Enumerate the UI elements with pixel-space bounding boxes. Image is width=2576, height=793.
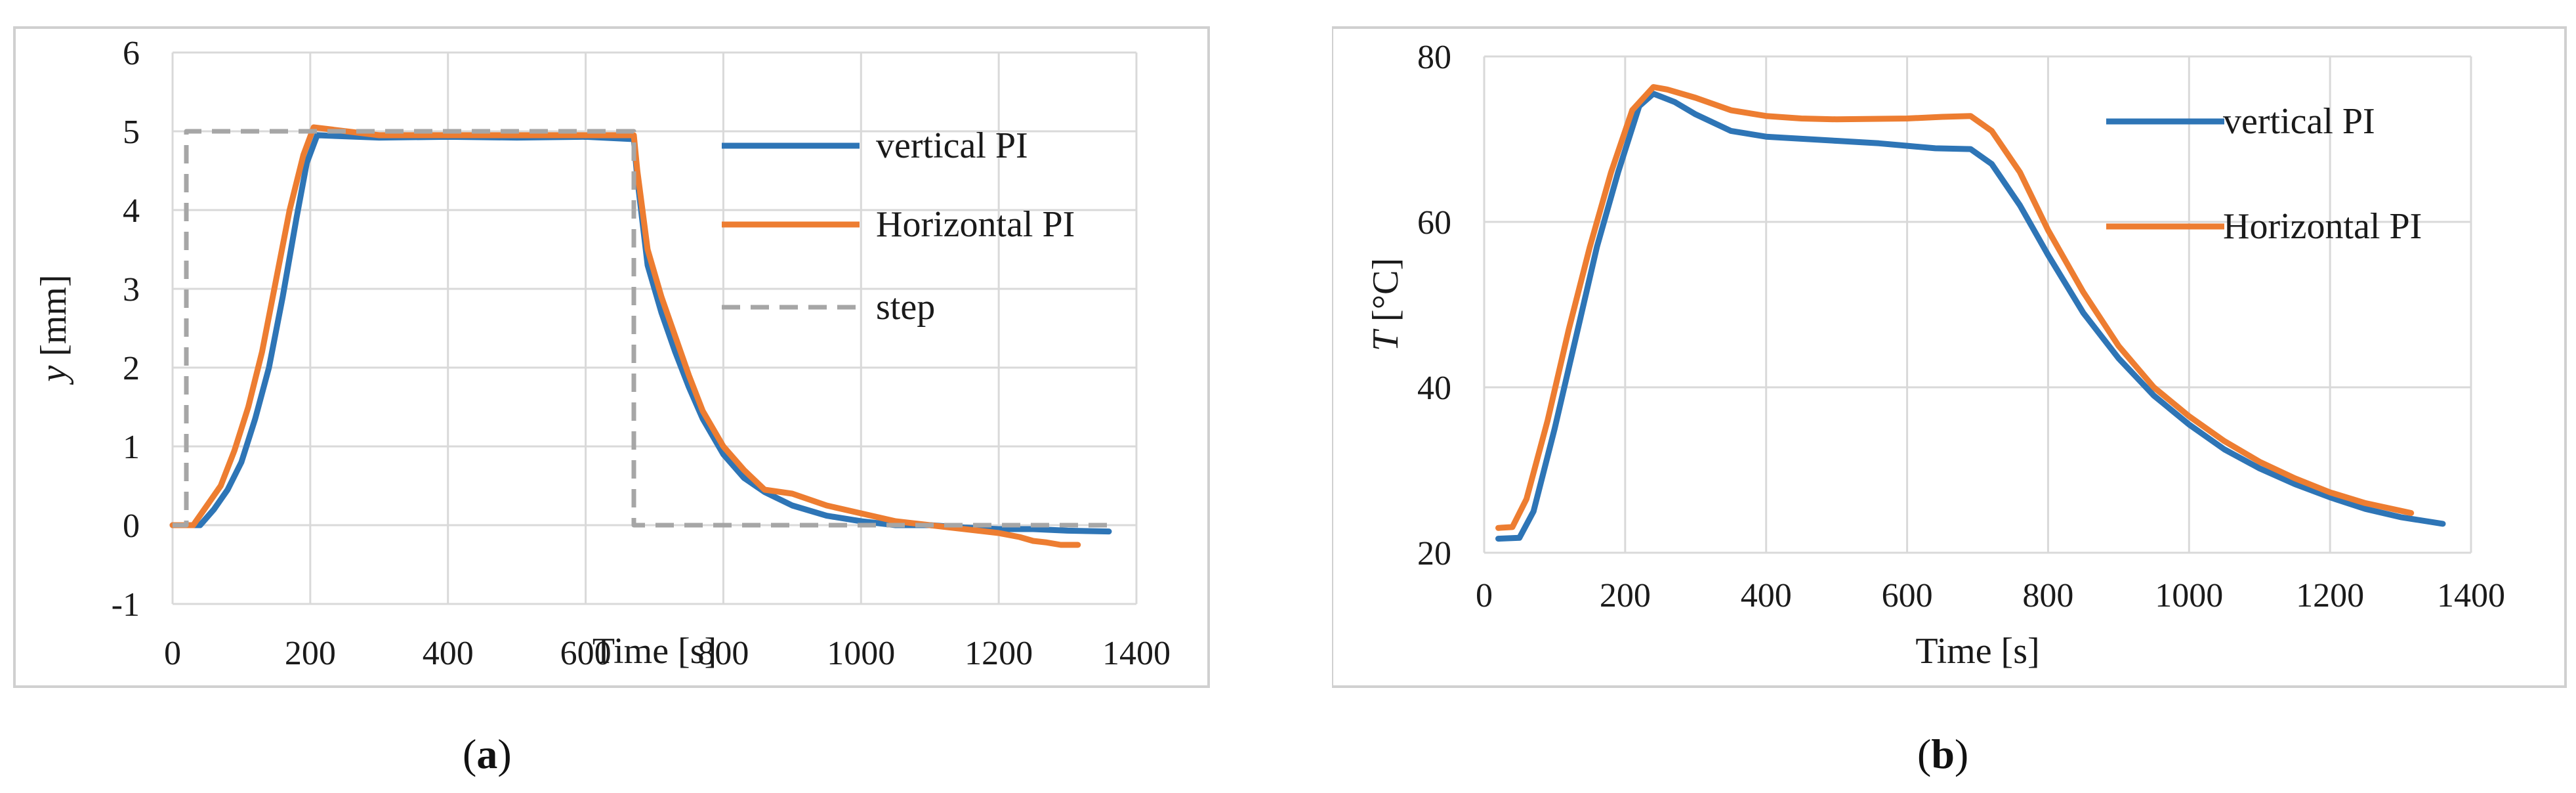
- y-tick-label: -1: [112, 586, 140, 624]
- x-axis-label: Time [s]: [1915, 631, 2039, 672]
- x-tick-label: 600: [1882, 577, 1933, 614]
- series-line-step: [173, 129, 1109, 528]
- caption-b-letter: b: [1931, 731, 1955, 777]
- x-tick-label: 400: [423, 635, 474, 672]
- legend-label: Horizontal PI: [876, 204, 1075, 245]
- series-line-horizontal-pi: [1495, 84, 2415, 531]
- series-line-horizontal-pi: [169, 124, 1081, 548]
- legend-label: step: [876, 287, 935, 328]
- x-tick-label: 200: [1600, 577, 1651, 614]
- x-tick-label: 1400: [2437, 577, 2505, 614]
- legend-label: vertical PI: [2223, 101, 2375, 142]
- chart-b-svg: 0 200 400 600 800 1000 1200 1400 20 40 60 80 Time [s…: [1332, 26, 2567, 688]
- chart-b-frame: [1332, 26, 2567, 688]
- x-tick-label: 1200: [2296, 577, 2364, 614]
- y-tick-label: 4: [123, 192, 140, 230]
- x-tick-label: 800: [697, 635, 749, 672]
- caption-a: (a): [463, 731, 512, 777]
- legend-label: Horizontal PI: [2223, 206, 2422, 247]
- legend-label: vertical PI: [876, 125, 1028, 166]
- chart-a-svg: 0 200 400 600 800 1000 1200 1400 -1 0 1 2 3 4 5 6 Time […: [13, 26, 1210, 688]
- x-tick-label: 0: [164, 635, 181, 672]
- y-tick-label: 40: [1417, 370, 1451, 407]
- y-tick-label: 6: [123, 35, 140, 72]
- x-tick-label: 1000: [2155, 577, 2223, 614]
- y-axis-label: y [mm]: [33, 274, 74, 385]
- y-axis-label: T [°C]: [1365, 258, 1406, 351]
- x-axis-label: Time [s]: [592, 631, 717, 672]
- x-tick-label: 200: [285, 635, 336, 672]
- chart-panel-b: 0 200 400 600 800 1000 1200 1400 20 40 60 80 Time [s…: [1332, 0, 2576, 696]
- x-tick-label: 600: [560, 635, 612, 672]
- x-tick-label: 400: [1741, 577, 1792, 614]
- series-line-vertical-pi: [1495, 91, 2446, 542]
- chart-a-frame: [13, 26, 1210, 688]
- x-tick-label: 0: [1476, 577, 1493, 614]
- y-tick-label: 2: [123, 350, 140, 387]
- y-tick-label: 5: [123, 114, 140, 151]
- caption-b: (b): [1917, 731, 1969, 777]
- y-tick-label: 3: [123, 271, 140, 309]
- y-tick-label: 80: [1417, 39, 1451, 76]
- x-tick-label: 1400: [1102, 635, 1171, 672]
- y-tick-label: 20: [1417, 535, 1451, 572]
- x-tick-label: 800: [2022, 577, 2073, 614]
- x-tick-label: 1200: [965, 635, 1033, 672]
- y-tick-label: 0: [123, 507, 140, 545]
- chart-panel-a: 0 200 400 600 800 1000 1200 1400 -1 0 1 2 3 4 5 6 Time […: [0, 0, 1215, 696]
- x-tick-label: 1000: [827, 635, 895, 672]
- caption-a-letter: a: [476, 731, 498, 777]
- y-tick-label: 60: [1417, 204, 1451, 242]
- y-tick-label: 1: [123, 429, 140, 466]
